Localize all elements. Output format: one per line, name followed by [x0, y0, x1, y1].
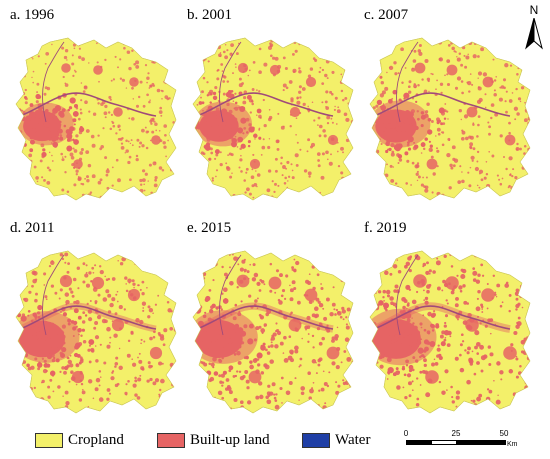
land-use-map — [15, 37, 177, 201]
legend-swatch — [302, 433, 330, 448]
panel-label: d. 2011 — [10, 220, 55, 236]
land-use-map — [369, 37, 531, 201]
north-label: N — [529, 3, 539, 17]
river-line — [196, 92, 334, 117]
map-panel-1996: a. 1996 — [6, 6, 186, 216]
scale-bar: 0 25 50 Km — [402, 429, 522, 455]
scale-unit-label: Km — [507, 441, 518, 448]
scale-tick-label: 0 — [403, 429, 409, 438]
panel-label: f. 2019 — [364, 220, 407, 236]
legend: Cropland Built-up land Water — [0, 428, 400, 452]
land-use-map — [369, 250, 531, 414]
panel-label: b. 2001 — [187, 7, 232, 23]
river-line — [373, 92, 511, 117]
river-line — [19, 305, 157, 330]
land-use-map — [15, 250, 177, 414]
map-panel-2011: d. 2011 — [6, 219, 186, 429]
scale-tick-label: 50 — [499, 429, 509, 438]
panel-label: a. 1996 — [10, 7, 55, 23]
legend-label: Built-up land — [190, 432, 270, 448]
legend-swatch — [157, 433, 185, 448]
panel-label: c. 2007 — [364, 7, 409, 23]
map-panel-2007: c. 2007 — [360, 6, 540, 216]
panel-label: e. 2015 — [187, 220, 232, 236]
legend-label: Water — [335, 432, 371, 448]
land-use-map — [192, 37, 354, 201]
river-line — [196, 305, 334, 330]
built-up-layer — [16, 251, 176, 412]
scale-tick-label: 25 — [451, 429, 461, 438]
legend-label: Cropland — [68, 432, 124, 448]
land-use-map — [192, 250, 354, 414]
map-panel-2001: b. 2001 — [183, 6, 363, 216]
legend-swatch — [35, 433, 63, 448]
north-arrow-icon — [525, 18, 543, 50]
river-line — [373, 305, 511, 330]
scale-bar-graphic — [406, 440, 506, 445]
north-arrow: N — [522, 4, 546, 52]
map-panel-2015: e. 2015 — [183, 219, 363, 429]
map-panel-2019: f. 2019 — [360, 219, 540, 429]
river-line — [19, 92, 157, 117]
